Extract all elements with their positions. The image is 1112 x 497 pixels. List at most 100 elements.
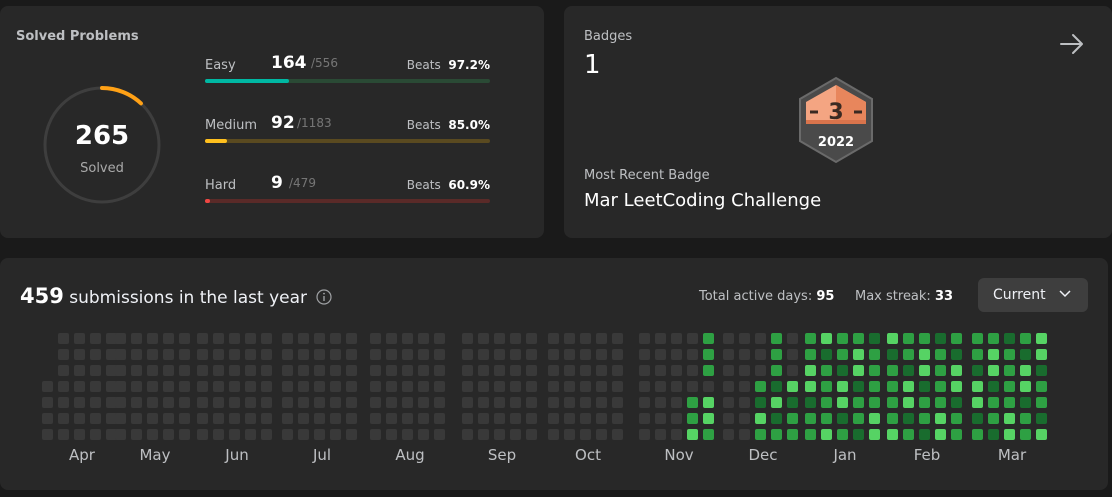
heatmap-cell[interactable] [131,333,142,344]
heatmap-cell[interactable] [935,381,946,392]
heatmap-cell[interactable] [655,333,666,344]
heatmap-cell[interactable] [853,349,864,360]
heatmap-cell[interactable] [229,349,240,360]
heatmap-cell[interactable] [229,429,240,440]
heatmap-cell[interactable] [951,349,962,360]
heatmap-cell[interactable] [213,333,224,344]
heatmap-cell[interactable] [74,365,85,376]
heatmap-cell[interactable] [805,349,816,360]
heatmap-cell[interactable] [314,349,325,360]
heatmap-cell[interactable] [887,397,898,408]
heatmap-cell[interactable] [346,333,357,344]
heatmap-cell[interactable] [687,381,698,392]
heatmap-cell[interactable] [163,381,174,392]
heatmap-cell[interactable] [869,429,880,440]
heatmap-cell[interactable] [639,333,650,344]
heatmap-cell[interactable] [197,413,208,424]
heatmap-cell[interactable] [1004,429,1015,440]
heatmap-cell[interactable] [370,349,381,360]
heatmap-cell[interactable] [261,429,272,440]
heatmap-cell[interactable] [771,349,782,360]
heatmap-cell[interactable] [115,397,126,408]
heatmap-cell[interactable] [462,381,473,392]
heatmap-cell[interactable] [147,413,158,424]
heatmap-cell[interactable] [370,397,381,408]
heatmap-cell[interactable] [671,365,682,376]
heatmap-cell[interactable] [1020,429,1031,440]
heatmap-cell[interactable] [147,381,158,392]
heatmap-cell[interactable] [346,349,357,360]
heatmap-cell[interactable] [314,365,325,376]
heatmap-cell[interactable] [903,413,914,424]
heatmap-cell[interactable] [526,429,537,440]
heatmap-cell[interactable] [1036,381,1047,392]
heatmap-cell[interactable] [314,333,325,344]
heatmap-cell[interactable] [935,365,946,376]
heatmap-cell[interactable] [386,397,397,408]
heatmap-cell[interactable] [298,397,309,408]
info-icon[interactable] [316,289,332,305]
heatmap-cell[interactable] [903,397,914,408]
heatmap-cell[interactable] [510,429,521,440]
heatmap-cell[interactable] [988,397,999,408]
heatmap-cell[interactable] [510,349,521,360]
heatmap-cell[interactable] [386,429,397,440]
heatmap-cell[interactable] [988,365,999,376]
heatmap-cell[interactable] [755,333,766,344]
heatmap-cell[interactable] [58,429,69,440]
heatmap-cell[interactable] [245,365,256,376]
heatmap-cell[interactable] [1004,397,1015,408]
heatmap-cell[interactable] [179,333,190,344]
heatmap-cell[interactable] [1036,429,1047,440]
heatmap-cell[interactable] [346,365,357,376]
heatmap-cell[interactable] [115,413,126,424]
heatmap-cell[interactable] [951,413,962,424]
heatmap-cell[interactable] [951,381,962,392]
heatmap-cell[interactable] [805,365,816,376]
heatmap-cell[interactable] [723,333,734,344]
heatmap-cell[interactable] [197,381,208,392]
heatmap-cell[interactable] [478,397,489,408]
heatmap-cell[interactable] [771,397,782,408]
heatmap-cell[interactable] [462,333,473,344]
heatmap-cell[interactable] [671,349,682,360]
heatmap-cell[interactable] [526,333,537,344]
heatmap-cell[interactable] [755,381,766,392]
heatmap-cell[interactable] [853,397,864,408]
heatmap-cell[interactable] [147,349,158,360]
heatmap-cell[interactable] [837,365,848,376]
heatmap-cell[interactable] [213,397,224,408]
heatmap-cell[interactable] [462,397,473,408]
heatmap-cell[interactable] [821,413,832,424]
heatmap-cell[interactable] [903,381,914,392]
heatmap-cell[interactable] [314,429,325,440]
heatmap-cell[interactable] [655,429,666,440]
heatmap-cell[interactable] [548,365,559,376]
heatmap-cell[interactable] [787,381,798,392]
heatmap-cell[interactable] [564,429,575,440]
heatmap-cell[interactable] [115,429,126,440]
heatmap-cell[interactable] [462,365,473,376]
heatmap-cell[interactable] [494,381,505,392]
heatmap-cell[interactable] [179,381,190,392]
heatmap-cell[interactable] [1020,381,1031,392]
heatmap-cell[interactable] [853,413,864,424]
arrow-right-icon[interactable] [1058,30,1086,58]
heatmap-cell[interactable] [346,429,357,440]
heatmap-cell[interactable] [261,413,272,424]
heatmap-cell[interactable] [903,349,914,360]
heatmap-cell[interactable] [821,429,832,440]
heatmap-cell[interactable] [596,349,607,360]
heatmap-cell[interactable] [330,429,341,440]
heatmap-cell[interactable] [418,429,429,440]
heatmap-cell[interactable] [197,365,208,376]
heatmap-cell[interactable] [314,413,325,424]
heatmap-cell[interactable] [245,397,256,408]
heatmap-cell[interactable] [655,349,666,360]
heatmap-cell[interactable] [972,349,983,360]
heatmap-cell[interactable] [596,413,607,424]
heatmap-cell[interactable] [580,413,591,424]
heatmap-cell[interactable] [42,429,53,440]
heatmap-cell[interactable] [787,365,798,376]
heatmap-cell[interactable] [787,349,798,360]
